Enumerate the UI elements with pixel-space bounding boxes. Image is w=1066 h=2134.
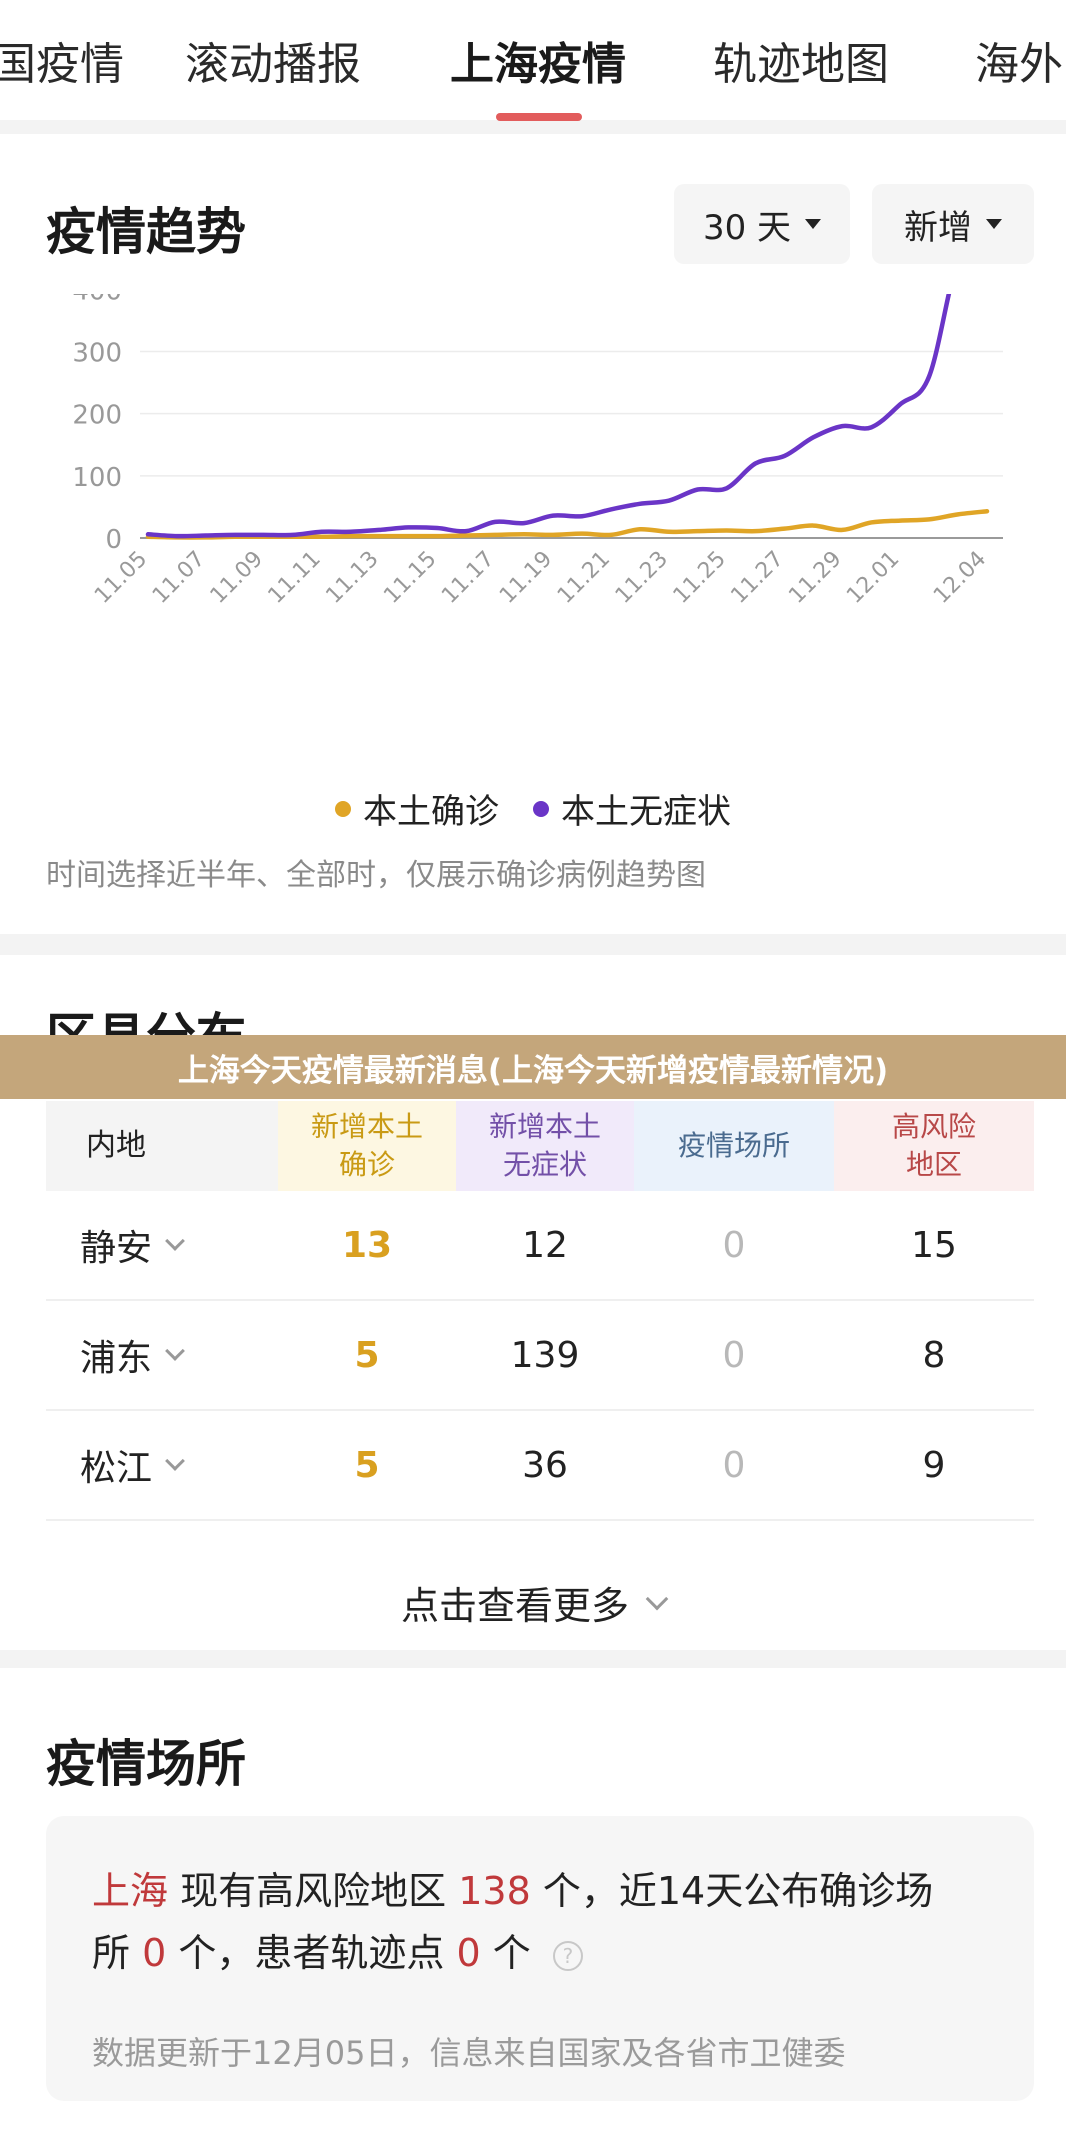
show-more-button[interactable]: 点击查看更多 [0,1575,1066,1630]
x-tick-label: 11.29 [784,547,846,609]
data-source-note: 数据更新于12月05日，信息来自国家及各省市卫健委 [92,2034,846,2072]
high-risk-count: 138 [458,1869,531,1913]
table-row[interactable]: 浦东 5 139 0 8 [46,1301,1034,1411]
chart-legend: 本土确诊 本土无症状 [0,784,1066,833]
venues-cell: 0 [722,1334,746,1376]
x-tick-label: 11.07 [148,547,210,609]
district-table: 内地 新增本土 确诊 新增本土 无症状 疫情场所 高风险 地区 静安 13 12… [46,1101,1034,1521]
summary-text: 个，近14天公布确诊场 [542,1869,934,1913]
chevron-down-icon[interactable] [165,1341,185,1361]
chart-note: 时间选择近半年、全部时，仅展示确诊病例趋势图 [46,858,706,893]
caret-down-icon [805,219,822,229]
title-banner: 上海今天疫情最新消息(上海今天新增疫情最新情况) [0,1035,1066,1099]
header-new-asymptomatic: 新增本土 无症状 [456,1101,634,1191]
chevron-down-icon[interactable] [165,1231,185,1251]
range-dropdown[interactable]: 30 天 [674,184,850,264]
table-row[interactable]: 松江 5 36 0 9 [46,1411,1034,1521]
header-venues: 疫情场所 [634,1101,834,1191]
help-icon[interactable]: ? [552,1940,583,1971]
x-tick-label: 11.21 [553,547,615,609]
district-name: 静安 [80,1228,153,1269]
x-tick-label: 11.25 [669,547,731,609]
tab-track-map[interactable]: 轨迹地图 [713,39,889,90]
range-dropdown-label: 30 天 [702,207,792,248]
confirmed-cell: 5 [354,1334,380,1376]
summary-text: 个 [492,1931,531,1975]
x-tick-label: 11.19 [495,547,557,609]
trend-title: 疫情趋势 [46,203,246,261]
x-tick-label: 11.15 [379,547,441,609]
asymptomatic-cell: 36 [522,1444,568,1486]
district-name: 松江 [80,1448,153,1489]
district-name-cell: 浦东 [46,1329,278,1381]
metric-dropdown-label: 新增 [904,207,972,248]
district-name-cell: 松江 [46,1439,278,1491]
city-name: 上海 [92,1869,169,1913]
series-line-asymptomatic [145,294,952,539]
chevron-down-icon [645,1587,669,1610]
caret-down-icon [986,219,1002,229]
legend-label-asymptomatic: 本土无症状 [561,792,731,832]
venues-cell: 0 [722,1444,746,1486]
active-tab-indicator [496,113,582,121]
summary-text: 个，患者轨迹点 [178,1931,445,1975]
confirmed-cell: 13 [341,1224,393,1266]
y-tick-label: 400 [72,294,122,306]
x-tick-label: 11.05 [90,547,152,609]
x-tick-label: 12.01 [842,547,904,609]
header-high-risk: 高风险 地区 [834,1101,1034,1191]
legend-dot-confirmed [335,800,351,817]
venue-title: 疫情场所 [46,1735,246,1793]
x-tick-label: 11.27 [727,547,789,609]
table-header: 内地 新增本土 确诊 新增本土 无症状 疫情场所 高风险 地区 [46,1101,1034,1191]
asymptomatic-cell: 139 [510,1334,580,1376]
tab-overseas[interactable]: 海外 [975,39,1063,90]
x-tick-label: 11.09 [206,547,268,609]
venue-summary-box: 上海 现有高风险地区 138 个，近14天公布确诊场 所 0 个，患者轨迹点 0… [46,1816,1034,2101]
district-name: 浦东 [80,1338,153,1379]
header-new-confirmed: 新增本土 确诊 [278,1101,456,1191]
show-more-label: 点击查看更多 [400,1584,629,1628]
tab-shanghai[interactable]: 上海疫情 [450,39,626,90]
venue-summary-line-1: 上海 现有高风险地区 138 个，近14天公布确诊场 [92,1860,933,1915]
summary-text: 所 [92,1931,131,1975]
y-tick-label: 100 [72,463,122,493]
venue-count: 0 [142,1931,167,1975]
venue-card: 疫情场所 上海 现有高风险地区 138 个，近14天公布确诊场 所 0 个，患者… [0,1668,1066,2134]
high-risk-cell: 9 [922,1444,946,1486]
x-tick-label: 11.13 [321,547,383,609]
table-row[interactable]: 静安 13 12 0 15 [46,1191,1034,1301]
high-risk-cell: 8 [922,1334,946,1376]
venue-summary-line-2: 所 0 个，患者轨迹点 0 个 ? [92,1922,583,1977]
y-tick-label: 0 [105,525,122,555]
legend-item-asymptomatic[interactable]: 本土无症状 [533,784,731,833]
district-name-cell: 静安 [46,1219,278,1271]
legend-label-confirmed: 本土确诊 [363,792,499,832]
header-region: 内地 [46,1101,278,1191]
chevron-down-icon[interactable] [165,1451,185,1471]
trend-chart: 010020030040050060011.0511.0711.0911.111… [72,294,1003,609]
high-risk-cell: 15 [911,1224,957,1266]
tab-national[interactable]: 国疫情 [0,39,124,90]
x-tick-label: 11.17 [437,547,499,609]
x-tick-label: 11.23 [611,547,673,609]
trend-card: 疫情趋势 30 天 新增 010020030040050060011.0511.… [0,134,1066,934]
track-count: 0 [456,1931,481,1975]
x-tick-label: 11.11 [264,547,326,609]
y-tick-label: 200 [72,401,122,431]
confirmed-cell: 5 [354,1444,380,1486]
summary-text: 现有高风险地区 [180,1869,447,1913]
tab-bar: 国疫情 滚动播报 上海疫情 轨迹地图 海外 [0,0,1066,121]
venues-cell: 0 [722,1224,746,1266]
legend-dot-asymptomatic [533,800,549,817]
metric-dropdown[interactable]: 新增 [872,184,1034,264]
asymptomatic-cell: 12 [522,1224,568,1266]
legend-item-confirmed[interactable]: 本土确诊 [335,784,499,833]
tab-rolling-news[interactable]: 滚动播报 [185,39,361,90]
x-tick-label: 12.04 [929,547,991,609]
y-tick-label: 300 [72,339,122,369]
